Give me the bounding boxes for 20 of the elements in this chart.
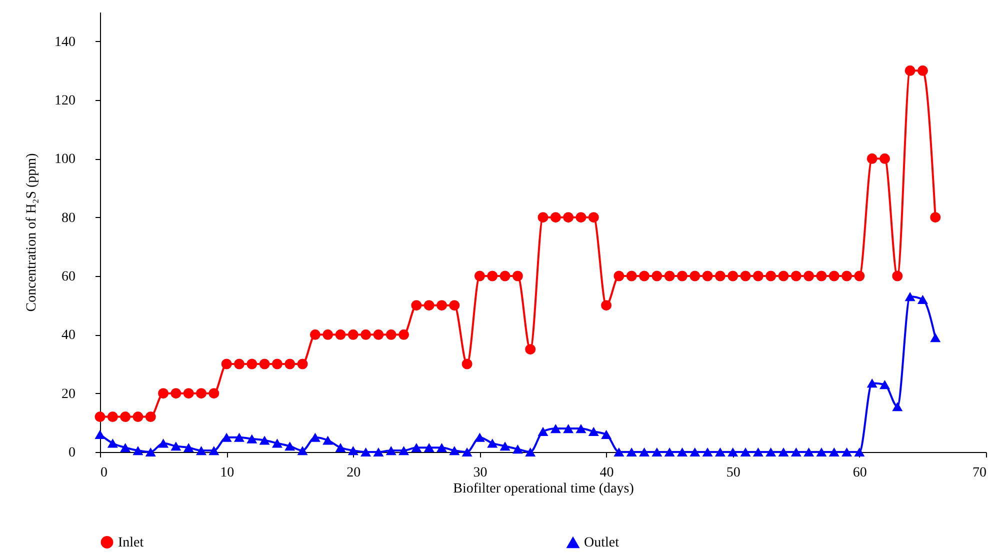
- x-tick-label: 0: [100, 466, 108, 480]
- x-tick-label: 60: [852, 466, 867, 480]
- x-tick-label: 10: [220, 466, 234, 480]
- y-axis-title: Concentration of H₂S (ppm): [24, 152, 40, 312]
- x-tick-label: 20: [346, 466, 361, 480]
- y-tick-label: 40: [62, 328, 76, 344]
- x-tick-label: 30: [473, 466, 488, 480]
- y-tick-label: 80: [62, 210, 76, 226]
- x-axis-title: Biofilter operational time (days): [453, 482, 634, 496]
- x-tick-label: 50: [726, 466, 740, 480]
- legend-label: Outlet: [584, 536, 620, 551]
- x-tick-label: 70: [972, 466, 986, 480]
- y-tick-label: 0: [68, 446, 76, 460]
- y-tick-label: 120: [54, 94, 76, 108]
- y-tick-label: 20: [62, 386, 76, 402]
- legend-label: Inlet: [118, 535, 144, 550]
- y-tick-label: 100: [54, 152, 76, 168]
- x-tick-label: 40: [600, 466, 614, 480]
- y-tick-label: 60: [62, 270, 76, 284]
- y-tick-label: 140: [54, 34, 76, 50]
